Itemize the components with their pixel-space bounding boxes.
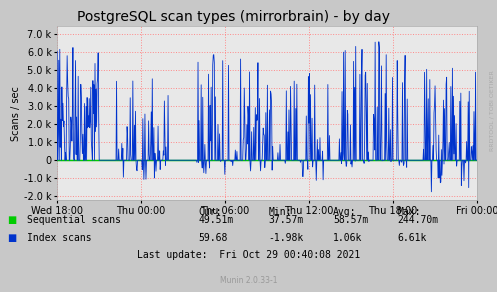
Text: Cur:: Cur:	[199, 207, 222, 217]
Y-axis label: Scans / sec: Scans / sec	[11, 86, 21, 140]
Text: Min:: Min:	[268, 207, 292, 217]
Text: Index scans: Index scans	[27, 233, 92, 243]
Text: Munin 2.0.33-1: Munin 2.0.33-1	[220, 276, 277, 285]
Text: 37.57m: 37.57m	[268, 215, 304, 225]
Text: ■: ■	[7, 215, 17, 225]
Text: PostgreSQL scan types (mirrorbrain) - by day: PostgreSQL scan types (mirrorbrain) - by…	[77, 10, 390, 24]
Text: 244.70m: 244.70m	[398, 215, 439, 225]
Text: Last update:  Fri Oct 29 00:40:08 2021: Last update: Fri Oct 29 00:40:08 2021	[137, 251, 360, 260]
Text: -1.98k: -1.98k	[268, 233, 304, 243]
Text: 49.51m: 49.51m	[199, 215, 234, 225]
Text: 59.68: 59.68	[199, 233, 228, 243]
Text: 58.57m: 58.57m	[333, 215, 368, 225]
Text: 1.06k: 1.06k	[333, 233, 362, 243]
Text: RRDTOOL / TOBI OETIKER: RRDTOOL / TOBI OETIKER	[490, 71, 495, 151]
Text: ■: ■	[7, 233, 17, 243]
Text: Sequential scans: Sequential scans	[27, 215, 121, 225]
Text: Max:: Max:	[398, 207, 421, 217]
Text: 6.61k: 6.61k	[398, 233, 427, 243]
Text: Avg:: Avg:	[333, 207, 356, 217]
